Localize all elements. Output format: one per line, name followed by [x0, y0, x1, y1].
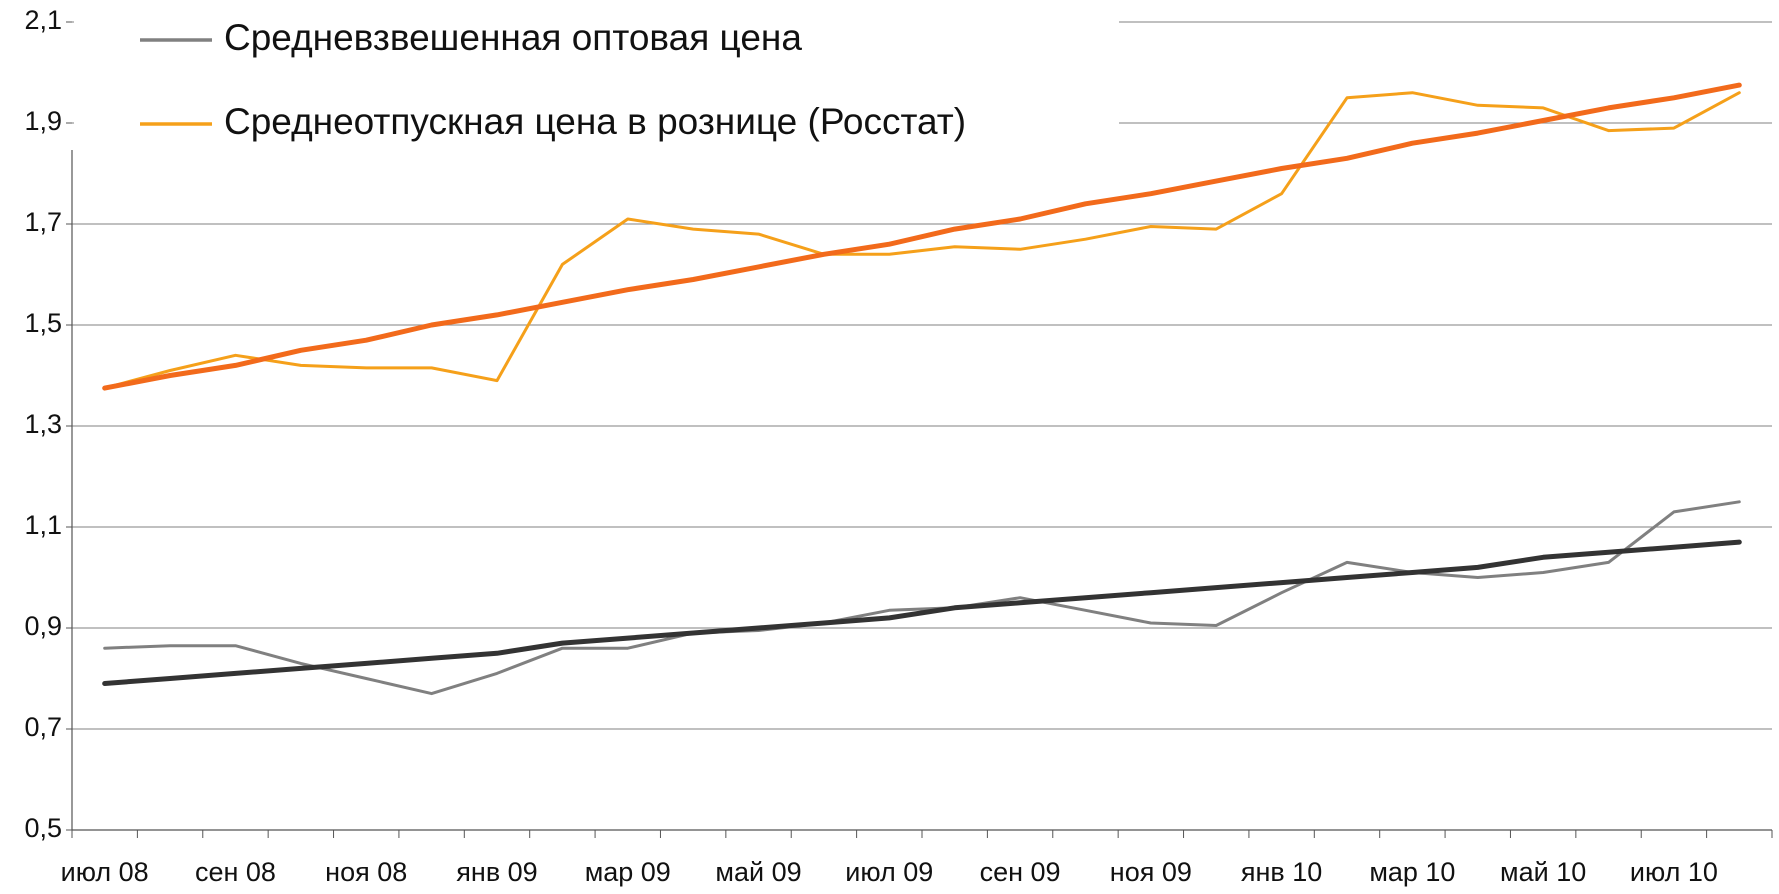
x-tick-label: мар 10: [1369, 857, 1455, 887]
series-line: [102, 82, 1742, 391]
x-tick-label: июл 09: [845, 857, 933, 887]
x-tick-label: май 09: [715, 857, 801, 887]
series-line: [103, 500, 1741, 696]
x-tick-label: ноя 08: [325, 857, 407, 887]
y-tick-label: 1,1: [24, 510, 62, 540]
x-tick-label: янв 10: [1241, 857, 1322, 887]
y-tick-label: 0,9: [24, 611, 62, 641]
x-tick-label: сен 08: [195, 857, 276, 887]
y-tick-label: 1,9: [24, 106, 62, 136]
x-tick-label: янв 09: [456, 857, 537, 887]
y-tick-label: 0,7: [24, 712, 62, 742]
series-line: [103, 91, 1741, 390]
x-tick-label: июл 10: [1630, 857, 1718, 887]
x-tick-label: май 10: [1500, 857, 1586, 887]
legend-box: [74, 0, 1119, 150]
y-tick-label: 1,5: [24, 308, 62, 338]
x-tick-label: ноя 09: [1110, 857, 1192, 887]
y-tick-label: 1,3: [24, 409, 62, 439]
series-line: [102, 539, 1742, 686]
x-tick-label: сен 09: [980, 857, 1061, 887]
legend-label: Средневзвешенная оптовая цена: [224, 17, 802, 58]
x-tick-label: мар 09: [585, 857, 671, 887]
y-tick-label: 2,1: [24, 5, 62, 35]
y-tick-label: 0,5: [24, 813, 62, 843]
x-tick-label: июл 08: [61, 857, 149, 887]
legend-label: Среднеотпускная цена в рознице (Росстат): [224, 101, 966, 142]
y-tick-label: 1,7: [24, 207, 62, 237]
